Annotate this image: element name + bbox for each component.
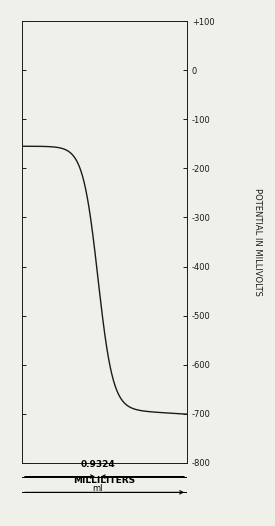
Text: MILLILITERS: MILLILITERS <box>73 476 136 484</box>
Y-axis label: POTENTIAL IN MILLIVOLTS: POTENTIAL IN MILLIVOLTS <box>253 188 262 296</box>
Text: 0.9324: 0.9324 <box>81 460 115 469</box>
Text: ml: ml <box>93 484 103 493</box>
